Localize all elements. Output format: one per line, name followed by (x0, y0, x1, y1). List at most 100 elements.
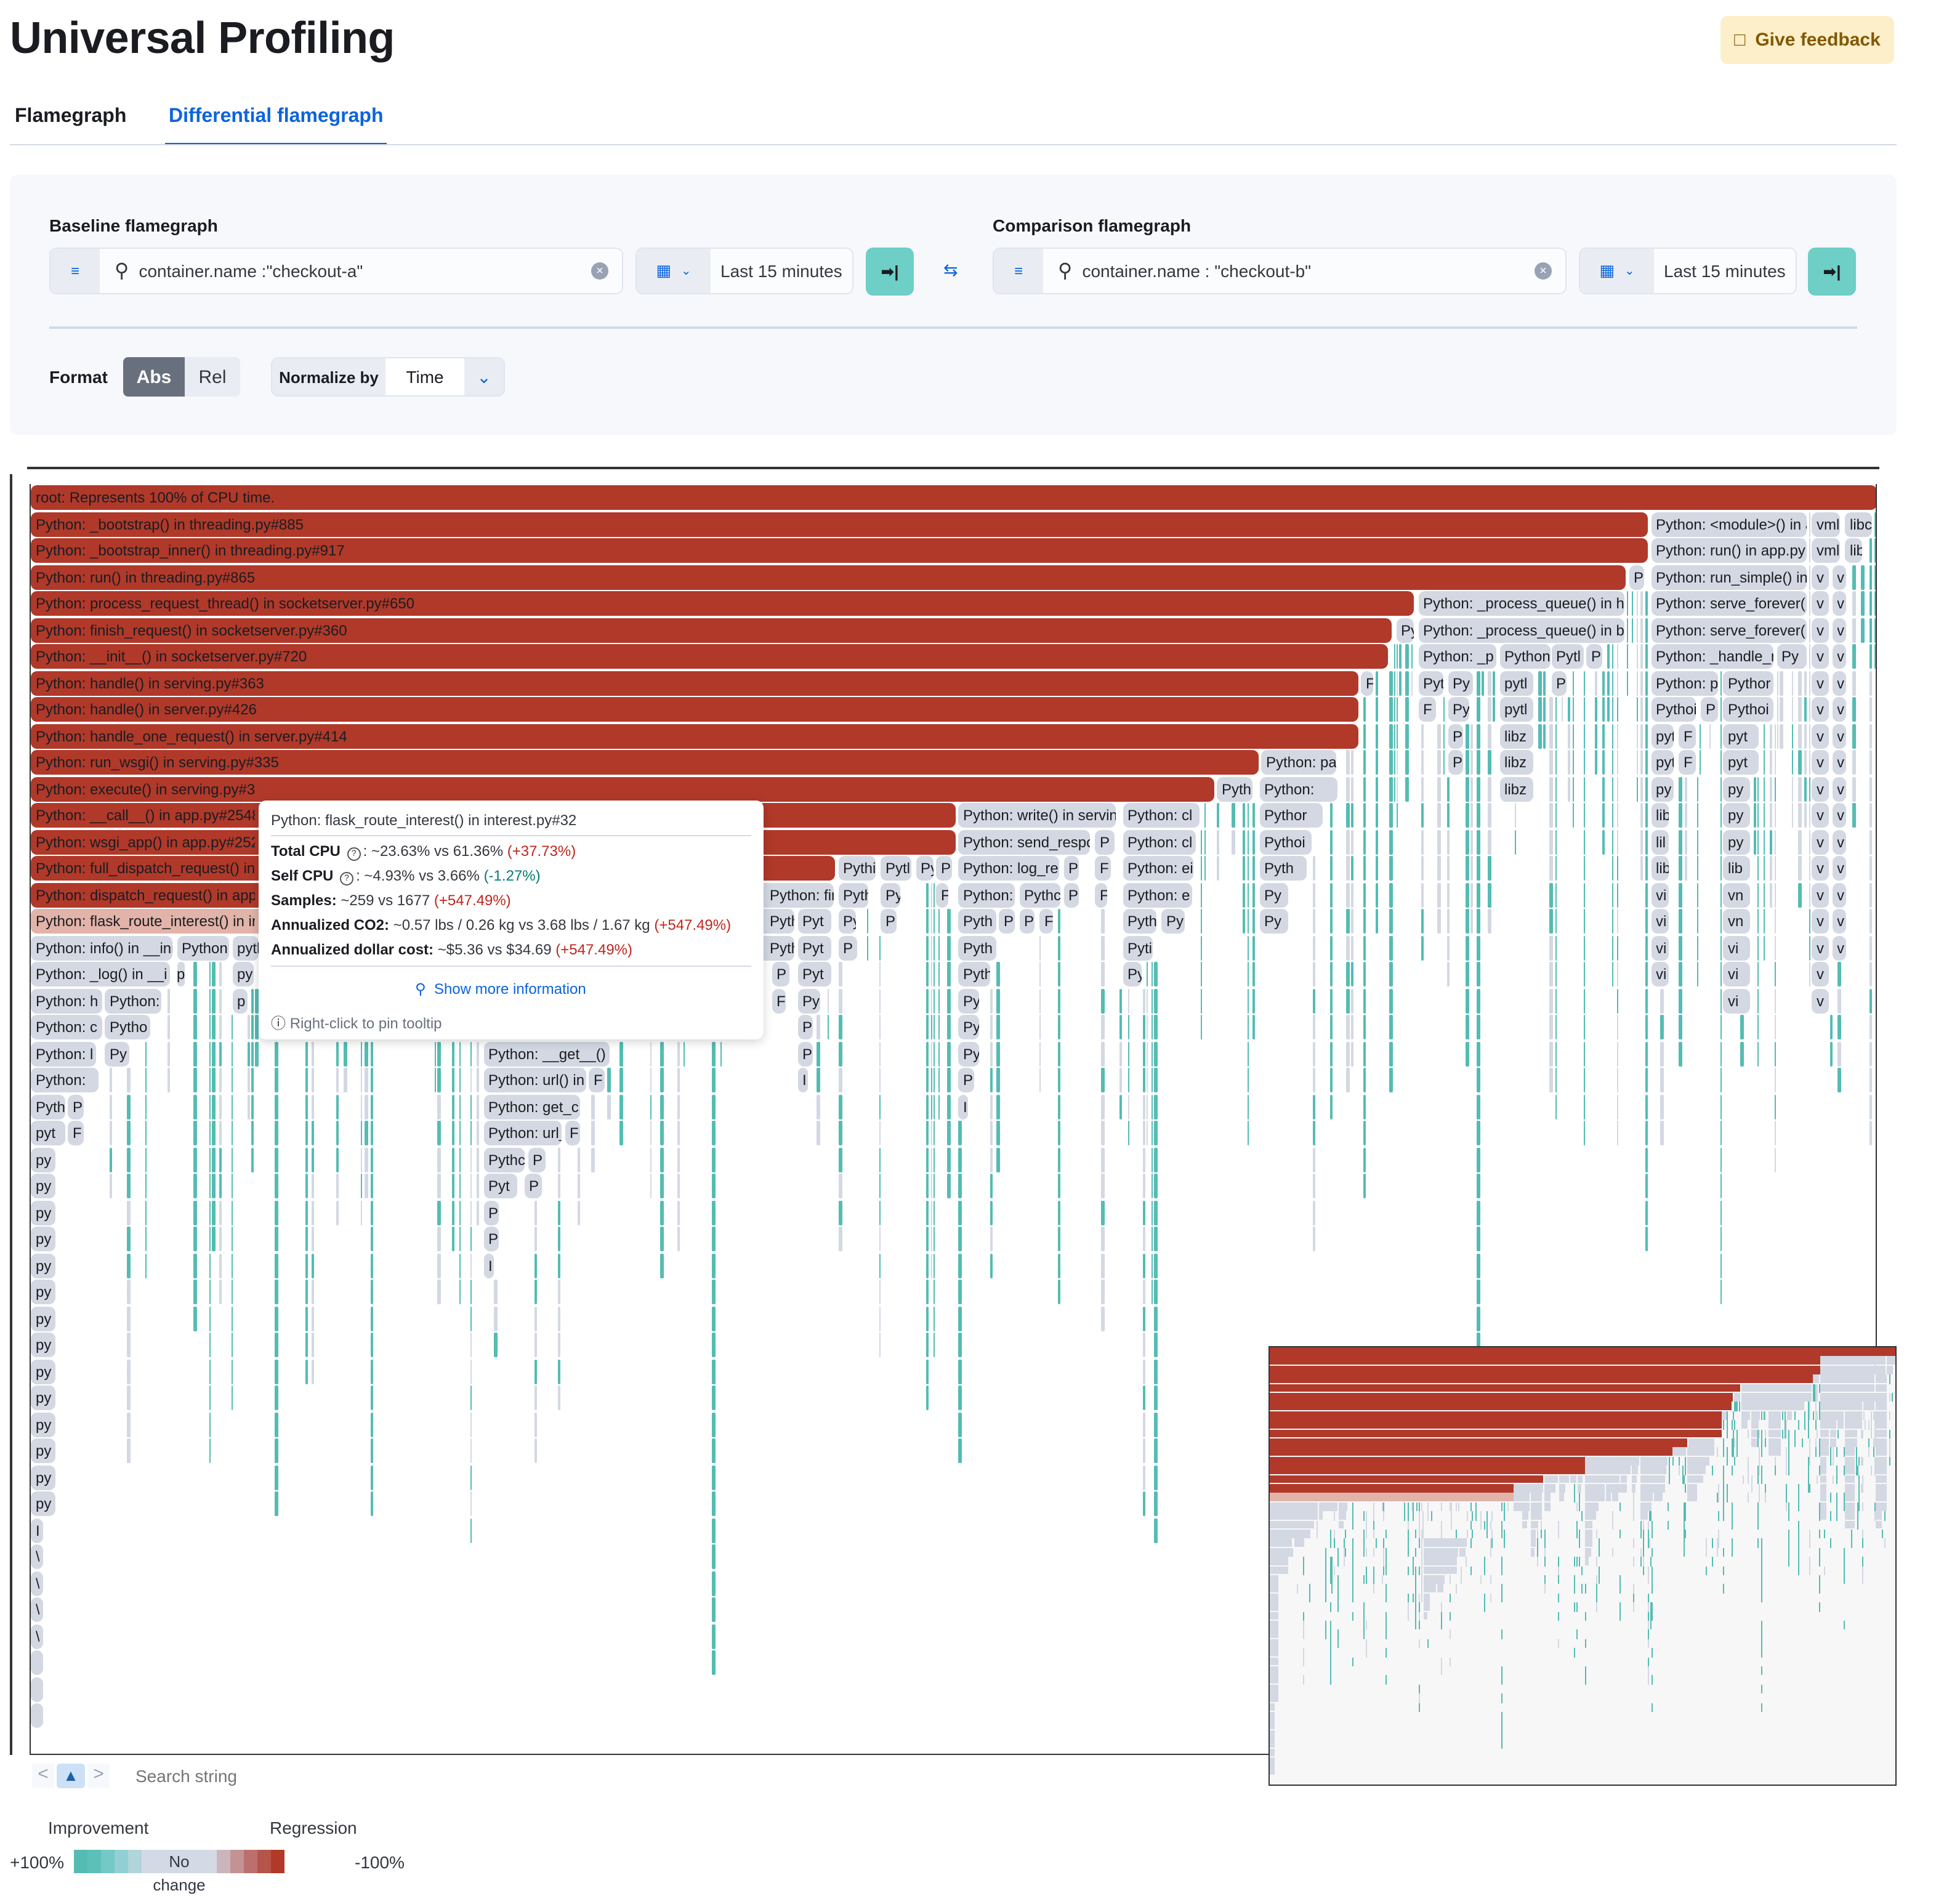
flame-frame-sliver[interactable] (1101, 909, 1105, 934)
comparison-time-range[interactable]: Last 15 minutes (1664, 261, 1786, 281)
flame-frame-sliver[interactable] (660, 1041, 664, 1066)
flame-frame[interactable]: libz (1499, 777, 1533, 801)
flame-frame-sliver[interactable] (1869, 1015, 1872, 1039)
flame-frame-sliver[interactable] (1376, 856, 1378, 881)
flame-frame-sliver[interactable] (193, 1015, 197, 1039)
flame-frame-sliver[interactable] (1204, 829, 1206, 854)
flame-frame-sliver[interactable] (578, 1200, 580, 1225)
flame-frame-sliver[interactable] (1204, 856, 1206, 881)
flame-frame-sliver[interactable] (1477, 856, 1480, 881)
flame-frame-sliver[interactable] (1363, 1174, 1366, 1198)
flame-frame-sliver[interactable] (879, 1200, 881, 1225)
flame-frame-sliver[interactable] (938, 1068, 940, 1092)
flame-frame-sliver[interactable] (1720, 1147, 1722, 1172)
flame-frame-sliver[interactable] (477, 1121, 479, 1145)
flame-frame-sliver[interactable] (1679, 1015, 1682, 1039)
flame-frame[interactable]: py (31, 1412, 55, 1437)
flame-frame-sliver[interactable] (1754, 829, 1756, 854)
flame-frame-sliver[interactable] (1607, 644, 1610, 669)
flame-frame-sliver[interactable] (1389, 671, 1393, 695)
flame-frame-sliver[interactable] (1421, 803, 1424, 828)
flame-frame-sliver[interactable] (127, 1147, 131, 1172)
flame-frame-sliver[interactable] (1697, 909, 1698, 934)
flame-frame-sliver[interactable] (437, 1147, 441, 1172)
flame-frame-sliver[interactable] (926, 962, 929, 986)
flame-frame[interactable]: v (1812, 856, 1829, 881)
flame-frame-sliver[interactable] (1809, 644, 1810, 669)
flame-frame-sliver[interactable] (1466, 935, 1469, 960)
flame-frame-sliver[interactable] (1201, 935, 1202, 960)
flame-frame-sliver[interactable] (248, 1094, 250, 1119)
flame-frame-sliver[interactable] (1573, 803, 1574, 828)
flame-frame-sliver[interactable] (371, 1412, 373, 1437)
flame-frame-sliver[interactable] (1143, 1121, 1145, 1145)
flame-frame-sliver[interactable] (1143, 1280, 1145, 1304)
flame-frame-sliver[interactable] (1128, 1015, 1129, 1039)
flame-frame-sliver[interactable] (650, 1094, 651, 1119)
flame-frame-sliver[interactable] (1397, 724, 1398, 748)
flame-frame-sliver[interactable] (1757, 856, 1759, 881)
flame-frame[interactable]: Pyth (958, 935, 996, 960)
flame-frame-sliver[interactable] (958, 1253, 962, 1278)
flame-frame-sliver[interactable] (1777, 697, 1778, 722)
flame-frame-sliver[interactable] (1584, 856, 1585, 881)
flame-frame-sliver[interactable] (212, 962, 216, 986)
flame-frame-sliver[interactable] (817, 1041, 820, 1066)
flame-frame-sliver[interactable] (209, 1253, 211, 1278)
flame-frame[interactable]: v (1812, 777, 1829, 801)
flame-frame[interactable]: \ (31, 1624, 42, 1648)
flame-frame[interactable]: v (1812, 750, 1829, 775)
flame-frame-sliver[interactable] (127, 1068, 131, 1092)
flame-frame-sliver[interactable] (365, 1121, 368, 1145)
flame-frame-sliver[interactable] (1607, 671, 1610, 695)
flame-frame[interactable]: F (1418, 697, 1435, 722)
flame-frame-sliver[interactable] (452, 1200, 454, 1225)
flame-frame-sliver[interactable] (839, 1094, 842, 1119)
flame-frame[interactable]: P (483, 1227, 499, 1251)
flame-frame-sliver[interactable] (1640, 671, 1643, 695)
flame-frame-sliver[interactable] (1376, 724, 1378, 748)
flame-frame[interactable]: py (31, 1306, 55, 1331)
flame-frame-sliver[interactable] (1809, 803, 1810, 828)
flame-frame-sliver[interactable] (1852, 618, 1856, 642)
comparison-refresh-button[interactable]: ➡| (1808, 248, 1856, 296)
flame-frame[interactable]: v (1812, 671, 1829, 695)
flame-frame[interactable]: py (31, 1465, 55, 1490)
flame-frame-sliver[interactable] (947, 962, 951, 986)
flame-frame[interactable]: v (1832, 591, 1845, 616)
flame-frame-sliver[interactable] (232, 1068, 233, 1092)
flame-frame-sliver[interactable] (1154, 1359, 1158, 1384)
flame-frame-sliver[interactable] (1700, 750, 1701, 775)
flame-frame[interactable]: Py (1123, 962, 1142, 986)
flame-frame-sliver[interactable] (1389, 724, 1393, 748)
flame-frame-sliver[interactable] (470, 1518, 472, 1543)
flame-frame-sliver[interactable] (459, 1041, 461, 1066)
flame-frame[interactable]: Pytl (881, 856, 911, 881)
flame-frame-sliver[interactable] (534, 1306, 537, 1331)
flame-frame-sliver[interactable] (1798, 803, 1802, 828)
flame-frame-sliver[interactable] (1720, 803, 1722, 828)
flame-frame-sliver[interactable] (212, 1200, 216, 1225)
flame-frame-sliver[interactable] (312, 1253, 314, 1278)
flame-frame[interactable]: Python: get_c (483, 1094, 580, 1119)
flame-frame-sliver[interactable] (1645, 803, 1648, 828)
flame-frame-sliver[interactable] (1058, 1200, 1060, 1225)
flame-frame-sliver[interactable] (1869, 591, 1872, 616)
flame-frame-sliver[interactable] (1477, 724, 1480, 748)
flame-frame-sliver[interactable] (371, 1094, 373, 1119)
flame-frame-sliver[interactable] (1640, 829, 1643, 854)
flame-frame-sliver[interactable] (212, 1068, 216, 1092)
flame-frame-sliver[interactable] (1720, 1174, 1722, 1198)
flame-frame-sliver[interactable] (1313, 1200, 1315, 1225)
flame-frame-sliver[interactable] (1143, 1253, 1145, 1278)
flame-frame-sliver[interactable] (1852, 724, 1856, 748)
flame-frame-sliver[interactable] (344, 1041, 347, 1066)
flame-frame-sliver[interactable] (1602, 803, 1605, 828)
flame-frame-sliver[interactable] (1101, 1253, 1105, 1278)
flame-frame-sliver[interactable] (712, 1068, 716, 1092)
flame-frame-sliver[interactable] (839, 988, 842, 1013)
flame-frame-sliver[interactable] (193, 1121, 197, 1145)
flame-frame-sliver[interactable] (1584, 935, 1585, 960)
flame-frame-sliver[interactable] (926, 1253, 929, 1278)
flame-frame-sliver[interactable] (1679, 777, 1682, 801)
